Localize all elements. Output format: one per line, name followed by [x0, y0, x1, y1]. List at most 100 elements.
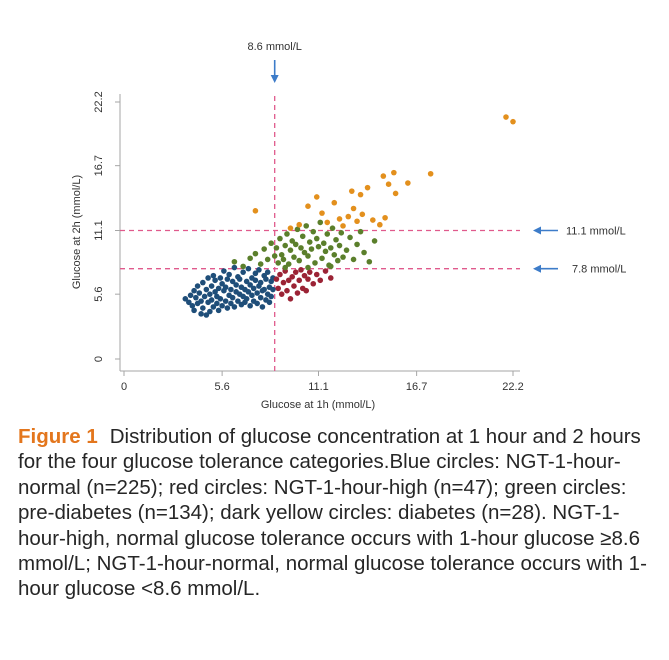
data-point-ngt-1-hour-normal — [182, 296, 189, 302]
arrow-left-icon — [533, 264, 541, 273]
data-point-ngt-1-hour-normal — [205, 275, 211, 281]
data-point-pre-diabetes — [329, 225, 336, 231]
data-point-pre-diabetes — [261, 246, 267, 252]
data-point-diabetes — [405, 180, 411, 186]
data-point-pre-diabetes — [277, 235, 283, 242]
data-point-diabetes — [385, 181, 392, 187]
data-point-ngt-1-hour-normal — [240, 269, 246, 275]
data-point-ngt-1-hour-normal — [208, 297, 215, 303]
arrow-left-icon — [533, 226, 541, 235]
data-point-ngt-1-hour-normal — [252, 277, 259, 284]
data-point-pre-diabetes — [292, 241, 299, 248]
data-point-diabetes — [364, 184, 371, 191]
data-point-pre-diabetes — [347, 234, 353, 241]
data-point-ngt-1-hour-high — [280, 279, 287, 286]
data-point-pre-diabetes — [317, 219, 324, 226]
data-point-ngt-1-hour-normal — [266, 299, 273, 306]
data-point-ngt-1-hour-normal — [208, 283, 215, 289]
annotation-0: 11.1 mmol/L — [566, 226, 626, 238]
data-point-diabetes — [382, 214, 388, 221]
x-tick-group: 0 5.6 11.1 16.7 22.2 — [121, 371, 524, 393]
data-point-pre-diabetes — [371, 238, 378, 244]
y-tick-group: 0 5.6 11.1 16.7 22.2 — [93, 91, 120, 362]
data-point-ngt-1-hour-normal — [214, 300, 220, 307]
data-point-ngt-1-hour-high — [275, 285, 281, 292]
data-point-diabetes — [287, 225, 294, 231]
data-point-ngt-1-hour-normal — [198, 298, 204, 304]
data-point-ngt-1-hour-normal — [224, 305, 231, 311]
y-tick-label: 22.2 — [93, 91, 105, 112]
data-point-diabetes — [319, 210, 325, 216]
y-tick-label: 5.6 — [93, 287, 105, 302]
data-point-ngt-1-hour-high — [277, 271, 283, 278]
data-point-ngt-1-hour-normal — [264, 269, 271, 275]
data-point-diabetes — [359, 211, 366, 218]
data-point-ngt-1-hour-normal — [229, 278, 236, 285]
data-point-ngt-1-hour-high — [301, 272, 308, 279]
data-point-diabetes — [331, 199, 338, 206]
annotation-group: 8.6 mmol/L 11.1 mmol/L 7.8 mmol/L — [247, 41, 626, 276]
data-point-pre-diabetes — [257, 261, 264, 267]
data-point-ngt-1-hour-high — [327, 275, 334, 281]
data-point-pre-diabetes — [285, 261, 292, 267]
annotation-8-6: 8.6 mmol/L — [247, 41, 301, 53]
data-point-ngt-1-hour-normal — [215, 307, 222, 314]
y-tick-label: 16.7 — [93, 155, 105, 176]
data-point-diabetes — [296, 221, 303, 228]
data-point-diabetes — [336, 216, 343, 222]
data-point-pre-diabetes — [280, 256, 287, 263]
data-point-pre-diabetes — [278, 252, 285, 258]
data-point-ngt-1-hour-normal — [235, 298, 241, 304]
data-point-pre-diabetes — [327, 263, 334, 270]
data-point-ngt-1-hour-normal — [249, 292, 255, 299]
data-point-diabetes — [392, 190, 399, 197]
data-point-ngt-1-hour-normal — [222, 298, 229, 304]
caption-text: Distribution of glucose concentration at… — [18, 425, 647, 601]
data-point-diabetes — [391, 169, 397, 176]
data-point-diabetes — [252, 208, 259, 214]
data-point-diabetes — [313, 194, 320, 200]
data-point-pre-diabetes — [252, 250, 259, 257]
data-point-ngt-1-hour-normal — [194, 283, 201, 289]
data-point-ngt-1-hour-normal — [196, 290, 203, 296]
data-point-ngt-1-hour-normal — [198, 311, 204, 317]
data-point-pre-diabetes — [275, 260, 281, 266]
data-point-pre-diabetes — [324, 231, 331, 237]
data-point-pre-diabetes — [284, 231, 290, 237]
data-point-diabetes — [357, 191, 364, 198]
data-point-ngt-1-hour-normal — [222, 284, 229, 291]
data-point-ngt-1-hour-normal — [203, 312, 210, 318]
data-point-pre-diabetes — [322, 248, 329, 255]
data-point-pre-diabetes — [291, 254, 297, 260]
data-point-ngt-1-hour-normal — [268, 293, 274, 300]
data-point-pre-diabetes — [361, 249, 367, 256]
data-point-ngt-1-hour-high — [310, 280, 317, 287]
data-point-ngt-1-hour-normal — [210, 272, 217, 279]
reference-line-group — [120, 96, 520, 371]
data-point-ngt-1-hour-normal — [257, 279, 264, 286]
data-point-pre-diabetes — [354, 241, 360, 248]
data-point-ngt-1-hour-high — [285, 277, 292, 284]
data-point-pre-diabetes — [334, 257, 341, 264]
data-point-ngt-1-hour-normal — [243, 278, 250, 285]
data-point-ngt-1-hour-normal — [217, 296, 224, 302]
data-point-ngt-1-hour-normal — [263, 276, 269, 282]
x-tick-label: 16.7 — [406, 381, 427, 393]
data-point-pre-diabetes — [350, 256, 357, 263]
data-point-pre-diabetes — [315, 243, 322, 250]
data-point-pre-diabetes — [294, 226, 301, 233]
data-point-ngt-1-hour-normal — [219, 302, 225, 309]
data-point-diabetes — [340, 223, 346, 229]
data-point-ngt-1-hour-normal — [219, 280, 225, 287]
data-point-pre-diabetes — [366, 258, 373, 265]
data-point-ngt-1-hour-normal — [221, 268, 227, 274]
data-point-ngt-1-hour-normal — [261, 286, 267, 293]
data-point-pre-diabetes — [331, 252, 338, 258]
data-point-ngt-1-hour-normal — [191, 307, 197, 314]
data-point-ngt-1-hour-normal — [228, 300, 234, 307]
data-point-pre-diabetes — [308, 246, 315, 252]
data-point-ngt-1-hour-high — [317, 277, 324, 284]
data-point-ngt-1-hour-normal — [215, 285, 222, 292]
data-point-pre-diabetes — [287, 247, 294, 253]
data-point-diabetes — [503, 114, 509, 120]
